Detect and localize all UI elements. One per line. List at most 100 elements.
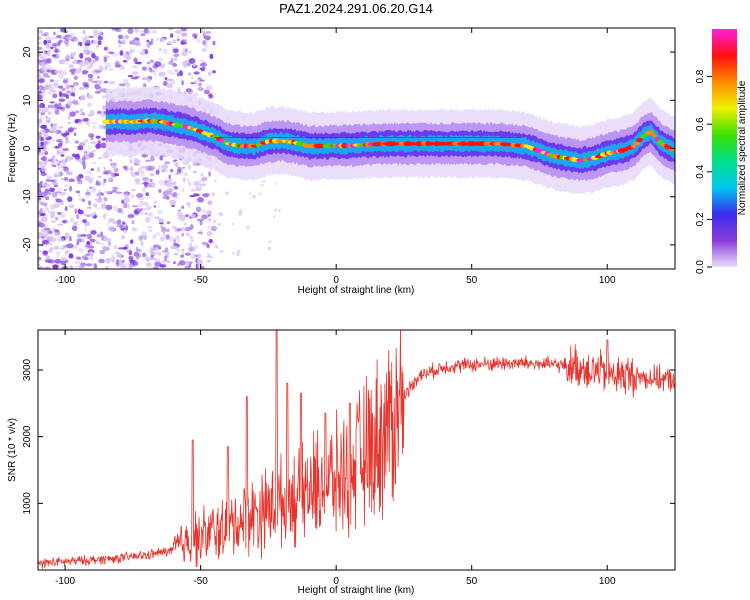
spectral-noise-blob — [41, 236, 45, 239]
spectral-noise-blob — [188, 180, 192, 187]
spectral-noise-blob — [85, 59, 89, 66]
spectral-noise-blob — [102, 246, 110, 252]
spectral-noise-blob — [134, 28, 139, 33]
spectral-noise-blob — [45, 207, 49, 211]
spectral-noise-blob — [142, 252, 146, 258]
spectral-noise-blob — [127, 203, 130, 210]
spectral-noise-blob — [57, 163, 61, 166]
spectral-noise-blob — [43, 227, 51, 231]
spectral-noise-blob — [51, 72, 57, 75]
spectral-noise-blob — [145, 216, 150, 222]
spectral-noise-blob — [101, 137, 107, 141]
spectral-noise-blob — [38, 152, 46, 156]
spectral-noise-blob — [49, 101, 55, 104]
spectral-noise-blob — [189, 236, 194, 239]
spectral-noise-blob — [67, 250, 70, 253]
spectral-noise-blob — [125, 225, 129, 231]
spectral-noise-blob — [40, 66, 48, 72]
spectral-noise-blob — [199, 220, 203, 226]
spectral-noise-blob — [45, 43, 51, 49]
spectral-noise-blob — [59, 146, 63, 149]
spectral-noise-blob — [54, 79, 60, 83]
spectral-noise-blob — [153, 205, 157, 208]
spectral-noise-blob — [131, 227, 138, 232]
spectral-noise-blob — [181, 169, 184, 175]
spectral-noise-blob — [100, 231, 103, 237]
spectral-noise-blob — [49, 243, 53, 246]
spectral-noise-blob — [62, 219, 66, 224]
spectral-noise-blob — [206, 231, 213, 237]
spectral-noise-blob — [88, 206, 92, 209]
spectral-noise-blob — [111, 165, 117, 169]
spectral-noise-blob — [81, 160, 86, 166]
spectral-noise-blob — [66, 243, 74, 249]
spectral-noise-blob — [64, 177, 68, 181]
spectral-noise-blob — [123, 229, 127, 234]
spectral-noise-blob — [38, 106, 42, 113]
spectral-noise-blob — [213, 226, 216, 229]
spectral-noise-blob — [191, 249, 195, 252]
spectral-noise-blob — [197, 77, 202, 80]
spectral-noise-blob — [51, 54, 56, 57]
spectral-noise-blob — [129, 49, 133, 55]
spectral-noise-blob — [52, 226, 56, 231]
spectral-noise-blob — [201, 28, 206, 35]
spectral-noise-blob — [268, 240, 272, 244]
spectral-noise-blob — [174, 227, 180, 233]
spectral-noise-blob — [161, 250, 169, 253]
x-tick-label: 100 — [599, 576, 616, 587]
spectral-noise-blob — [53, 174, 59, 178]
spectral-noise-blob — [123, 197, 130, 204]
spectral-noise-blob — [128, 256, 134, 261]
spectral-noise-blob — [114, 167, 119, 173]
y-tick-label: -10 — [22, 189, 33, 204]
spectral-noise-blob — [60, 159, 66, 164]
spectral-noise-blob — [127, 28, 134, 34]
spectral-noise-blob — [103, 236, 108, 242]
spectral-noise-blob — [141, 187, 146, 194]
spectral-noise-blob — [84, 138, 89, 143]
spectral-noise-blob — [96, 44, 100, 49]
spectral-noise-blob — [66, 121, 72, 125]
colorbar: 0.0 0.2 0.4 0.6 0.8 Normalized spectral ampl… — [695, 29, 748, 274]
spectral-noise-blob — [44, 222, 48, 228]
spectral-noise-blob — [38, 69, 41, 72]
spectral-noise-blob — [122, 53, 130, 59]
spectral-noise-blob — [196, 38, 201, 44]
spectral-noise-blob — [38, 41, 42, 45]
spectral-noise-blob — [175, 195, 179, 199]
spectral-noise-blob — [199, 63, 205, 67]
spectral-noise-blob — [60, 132, 66, 136]
spectral-noise-blob — [201, 176, 208, 181]
spectral-noise-blob — [70, 127, 77, 130]
spectral-noise-blob — [38, 118, 42, 124]
spectral-noise-blob — [91, 53, 96, 59]
spectral-noise-blob — [47, 118, 51, 121]
spectral-noise-blob — [184, 252, 191, 256]
spectral-noise-blob — [54, 109, 60, 115]
spectral-noise-blob — [41, 110, 44, 114]
spectral-noise-blob — [151, 69, 158, 74]
spectral-noise-blob — [205, 36, 211, 41]
spectral-noise-blob — [157, 209, 163, 215]
spectral-noise-blob — [116, 190, 119, 194]
spectral-noise-blob — [173, 252, 179, 256]
spectral-noise-blob — [86, 214, 90, 217]
spectral-noise-blob — [119, 50, 124, 56]
spectral-noise-blob — [193, 182, 200, 188]
colorbar-ticks: 0.0 0.2 0.4 0.6 0.8 — [695, 69, 712, 274]
spectral-noise-blob — [38, 222, 45, 228]
spectral-noise-blob — [42, 202, 48, 207]
spectral-noise-blob — [45, 83, 49, 88]
spectral-noise-blob — [193, 71, 200, 75]
spectral-noise-blob — [46, 179, 54, 182]
spectral-noise-blob — [42, 210, 46, 214]
spectral-noise-blob — [85, 191, 91, 196]
spectral-noise-blob — [199, 67, 206, 71]
spectral-noise-blob — [83, 213, 88, 217]
spectral-noise-blob — [39, 93, 42, 96]
spectral-noise-blob — [146, 39, 150, 43]
colorbar-tick-label: 0.2 — [695, 212, 706, 226]
spectral-noise-blob — [82, 118, 86, 122]
colorbar-tick-label: 0.6 — [695, 117, 706, 131]
